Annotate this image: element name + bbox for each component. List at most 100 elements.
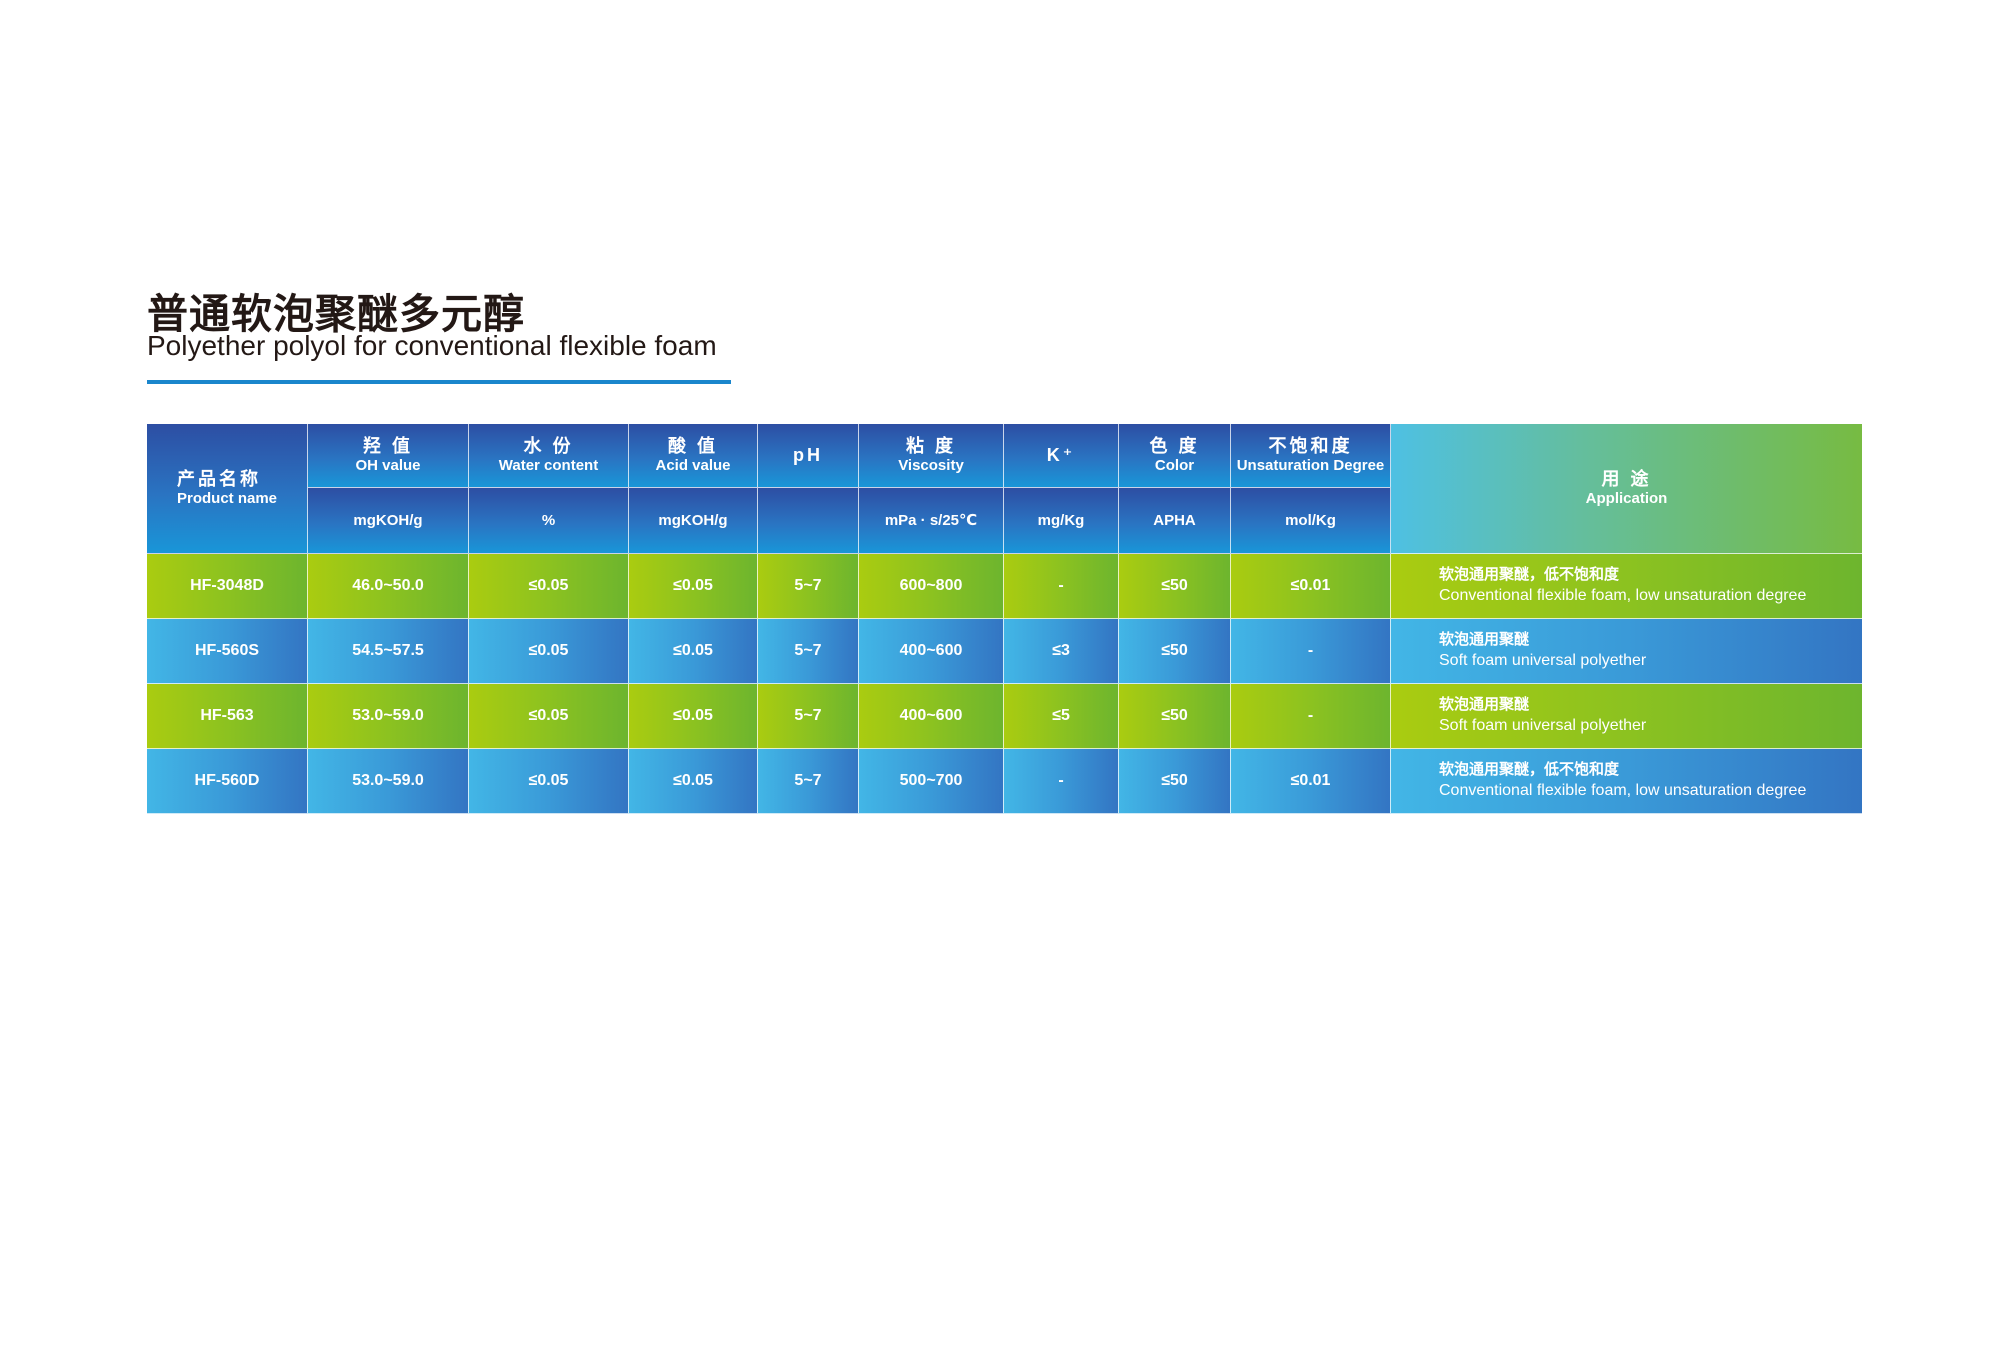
header-k-plus: K⁺	[1004, 424, 1119, 488]
cell-color: ≤50	[1119, 749, 1231, 814]
cell-value: HF-563	[200, 707, 254, 725]
cell-value: ≤50	[1161, 707, 1188, 725]
application-en: Soft foam universal polyether	[1439, 717, 1647, 735]
application-cn: 软泡通用聚醚	[1439, 631, 1530, 649]
header-en-label: Product name	[177, 490, 278, 508]
application-en: Conventional flexible foam, low unsatura…	[1439, 782, 1807, 800]
cell-oh-value: 53.0~59.0	[308, 684, 469, 749]
header-cn-label: 粘 度	[905, 435, 956, 456]
header-en-label: Unsaturation Degree	[1236, 457, 1385, 475]
header-en-label: pH	[793, 444, 823, 465]
unit-k-plus: mg/Kg	[1004, 488, 1119, 554]
cell-value: HF-560D	[194, 772, 260, 790]
unit-acid-value: mgKOH/g	[629, 488, 758, 554]
cell-unsaturation-degree: ≤0.01	[1231, 749, 1391, 814]
cell-color: ≤50	[1119, 554, 1231, 619]
page-title: 普通软泡聚醚多元醇	[147, 291, 525, 337]
cell-value: 400~600	[899, 642, 963, 660]
cell-viscosity: 600~800	[859, 554, 1004, 619]
cell-acid-value: ≤0.05	[629, 684, 758, 749]
cell-application: 软泡通用聚醚 Soft foam universal polyether	[1391, 684, 1862, 749]
header-en-label: Color	[1154, 457, 1195, 475]
cell-value: 53.0~59.0	[352, 772, 424, 790]
cell-value: ≤0.05	[528, 642, 569, 660]
cell-water-content: ≤0.05	[469, 619, 629, 684]
cell-value: ≤5	[1052, 707, 1070, 725]
header-cn-label: 不饱和度	[1268, 435, 1353, 456]
cell-value: ≤50	[1161, 642, 1188, 660]
application-cn: 软泡通用聚醚，低不饱和度	[1439, 761, 1620, 779]
spec-table: 产品名称 Product name 羟 值 OH value mgKOH/g 水 份 Wat…	[147, 424, 1862, 814]
page-subtitle: Polyether polyol for conventional flexib…	[147, 330, 717, 361]
cell-oh-value: 53.0~59.0	[308, 749, 469, 814]
cell-value: ≤0.05	[673, 577, 713, 595]
cell-value: 500~700	[899, 772, 963, 790]
cell-value: -	[1307, 642, 1314, 660]
header-product-name: 产品名称 Product name	[147, 424, 308, 554]
cell-k-plus: ≤3	[1004, 619, 1119, 684]
cell-acid-value: ≤0.05	[629, 619, 758, 684]
header-en-label: OH value	[355, 457, 421, 475]
header-en-label: Application	[1585, 490, 1668, 508]
header-cn-label: 产品名称	[177, 468, 261, 489]
cell-value: 600~800	[899, 577, 963, 595]
cell-value: 400~600	[899, 707, 963, 725]
cell-value: 54.5~57.5	[352, 642, 424, 660]
cell-viscosity: 400~600	[859, 619, 1004, 684]
header-cn-label: 酸 值	[667, 435, 718, 456]
unit-label: mg/Kg	[1037, 511, 1085, 529]
cell-viscosity: 500~700	[859, 749, 1004, 814]
header-application: 用 途 Application	[1391, 424, 1862, 554]
cell-unsaturation-degree: -	[1231, 684, 1391, 749]
cell-product-name: HF-3048D	[147, 554, 308, 619]
unit-water-content: %	[469, 488, 629, 554]
header-viscosity: 粘 度 Viscosity	[859, 424, 1004, 488]
cell-color: ≤50	[1119, 619, 1231, 684]
unit-oh-value: mgKOH/g	[308, 488, 469, 554]
cell-viscosity: 400~600	[859, 684, 1004, 749]
cell-product-name: HF-563	[147, 684, 308, 749]
cell-unsaturation-degree: ≤0.01	[1231, 554, 1391, 619]
cell-application: 软泡通用聚醚，低不饱和度 Conventional flexible foam, …	[1391, 749, 1862, 814]
cell-color: ≤50	[1119, 684, 1231, 749]
cell-water-content: ≤0.05	[469, 684, 629, 749]
unit-label: %	[541, 511, 556, 529]
cell-product-name: HF-560S	[147, 619, 308, 684]
cell-acid-value: ≤0.05	[629, 749, 758, 814]
header-ph: pH	[758, 424, 859, 488]
cell-unsaturation-degree: -	[1231, 619, 1391, 684]
header-en-label: Water content	[498, 457, 599, 475]
unit-color: APHA	[1119, 488, 1231, 554]
header-oh-value: 羟 值 OH value	[308, 424, 469, 488]
unit-label: mol/Kg	[1285, 511, 1336, 529]
header-en-label: Acid value	[655, 457, 731, 475]
unit-label: mPa · s/25℃	[884, 511, 978, 529]
cell-value: HF-560S	[194, 642, 260, 660]
cell-value: ≤0.05	[528, 707, 569, 725]
cell-value: ≤0.05	[673, 642, 713, 660]
cell-acid-value: ≤0.05	[629, 554, 758, 619]
cell-ph: 5~7	[758, 554, 859, 619]
cell-value: ≤3	[1052, 642, 1070, 660]
header-cn-label: 用 途	[1601, 468, 1652, 489]
cell-value: HF-3048D	[190, 577, 264, 595]
header-en-label: K⁺	[1046, 444, 1076, 465]
cell-ph: 5~7	[758, 749, 859, 814]
cell-value: ≤0.01	[1290, 772, 1331, 790]
header-color: 色 度 Color	[1119, 424, 1231, 488]
cell-value: 5~7	[794, 772, 822, 790]
unit-ph	[758, 488, 859, 554]
unit-label: mgKOH/g	[353, 511, 423, 529]
cell-value: ≤0.05	[528, 772, 569, 790]
cell-value: ≤50	[1161, 577, 1188, 595]
cell-value: 5~7	[794, 577, 822, 595]
cell-value: ≤50	[1161, 772, 1188, 790]
cell-k-plus: -	[1004, 554, 1119, 619]
cell-oh-value: 46.0~50.0	[308, 554, 469, 619]
header-cn-label: 羟 值	[362, 435, 413, 456]
cell-value: 5~7	[794, 642, 822, 660]
cell-application: 软泡通用聚醚 Soft foam universal polyether	[1391, 619, 1862, 684]
cell-value: 53.0~59.0	[352, 707, 424, 725]
application-cn: 软泡通用聚醚，低不饱和度	[1439, 566, 1620, 584]
header-cn-label: 色 度	[1149, 435, 1200, 456]
